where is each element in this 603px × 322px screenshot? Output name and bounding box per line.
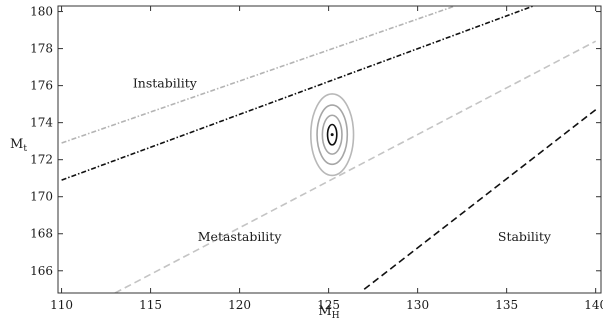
series-layer: [61, 6, 597, 293]
y-tick-label: 180: [30, 5, 53, 19]
y-tick-label: 176: [30, 79, 53, 93]
y-tick-label: 178: [30, 42, 53, 56]
y-axis-title-main: M: [10, 137, 23, 152]
plot-frame: [57, 5, 602, 294]
y-axis-title-sub: t: [23, 144, 27, 154]
region-label-3: Stability: [498, 229, 552, 244]
x-axis-title: MH: [318, 304, 339, 321]
confidence-ellipse-4: [310, 93, 355, 177]
confidence-ellipse-3: [316, 104, 349, 166]
axes: 110 115 120 125 130 135 140 166 168 170 172 174 176 1…: [30, 5, 603, 312]
x-tick-label: 115: [139, 298, 162, 312]
x-tick-label: 125: [317, 298, 340, 312]
y-tick-label: 174: [30, 116, 53, 130]
plot-area: [58, 6, 601, 293]
boundary-line-3: [114, 40, 597, 293]
region-label-1: Instability: [133, 75, 198, 90]
confidence-ellipse-1: [326, 123, 338, 146]
y-tick-label: 168: [30, 227, 53, 241]
x-tick-label: 120: [228, 298, 251, 312]
y-tick-label: 166: [30, 264, 53, 278]
x-tick-label: 140: [584, 298, 603, 312]
x-axis-title-sub: H: [332, 311, 340, 321]
boundary-line-1: [61, 6, 456, 144]
region-labels: Instability Metastability Stability: [133, 75, 552, 244]
plot-background: [58, 6, 601, 293]
measurement-ellipses: [310, 93, 355, 177]
central-value-point: [330, 133, 334, 137]
y-axis-title: Mt: [10, 137, 27, 154]
confidence-ellipse-2: [321, 114, 343, 155]
x-axis-title-main: M: [318, 304, 331, 319]
x-tick-label: 130: [406, 298, 429, 312]
x-tick-label: 135: [495, 298, 518, 312]
y-tick-label: 172: [30, 153, 53, 167]
region-label-2: Metastability: [198, 229, 283, 244]
boundary-line-4: [363, 109, 597, 290]
y-tick-label: 170: [30, 190, 53, 204]
x-tick-label: 110: [50, 298, 73, 312]
